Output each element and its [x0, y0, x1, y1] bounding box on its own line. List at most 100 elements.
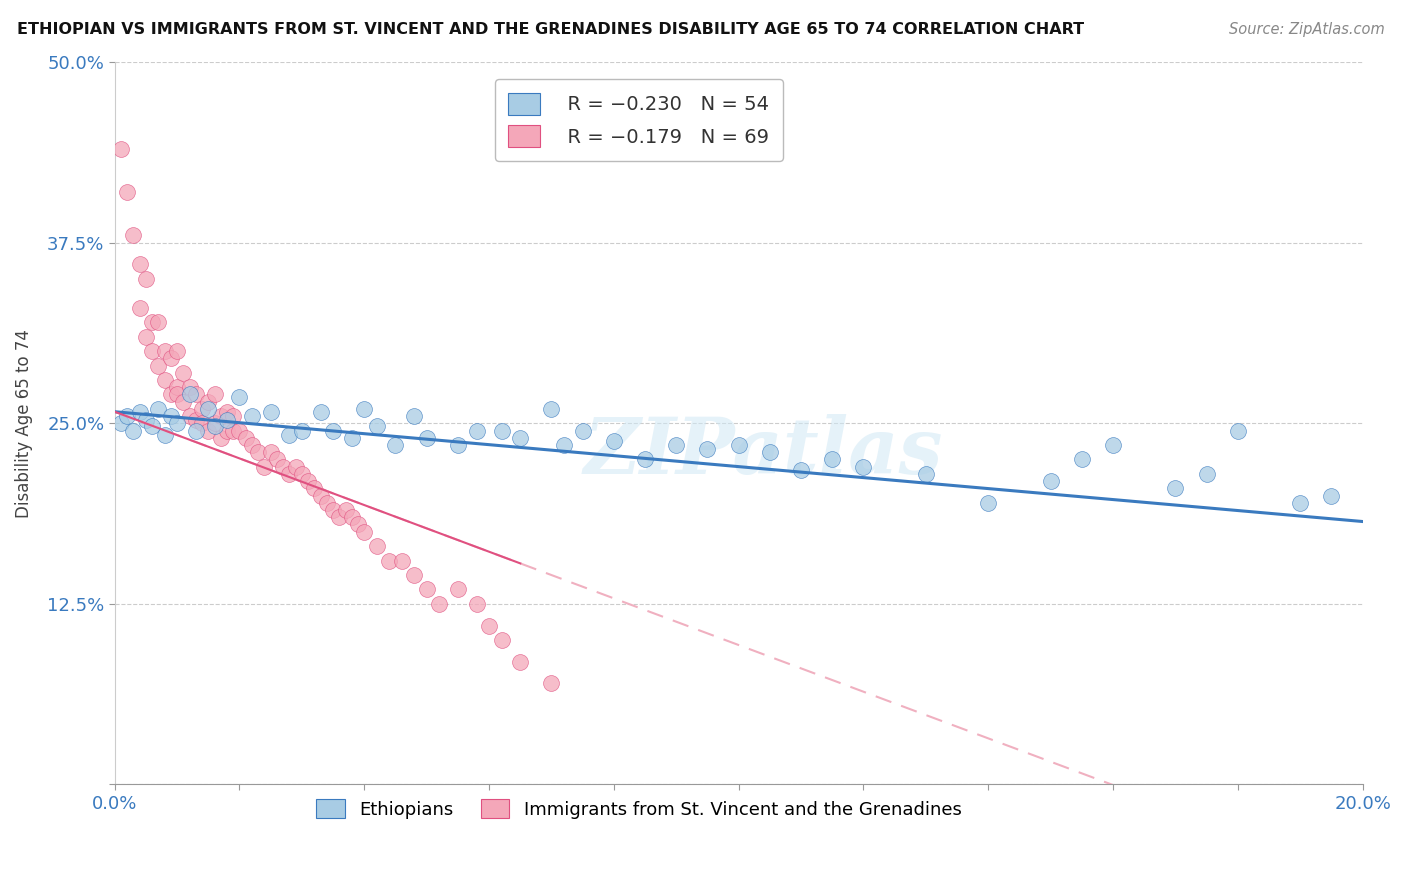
Point — [260, 405, 283, 419]
Point — [1195, 467, 1218, 481]
Point — [278, 467, 301, 481]
Point — [509, 431, 531, 445]
Point — [340, 431, 363, 445]
Point — [184, 413, 207, 427]
Point — [110, 417, 132, 431]
Point — [179, 409, 201, 423]
Point — [122, 424, 145, 438]
Point — [197, 394, 219, 409]
Point — [141, 315, 163, 329]
Point — [235, 431, 257, 445]
Point — [297, 474, 319, 488]
Point — [260, 445, 283, 459]
Point — [415, 431, 437, 445]
Point — [197, 401, 219, 416]
Point — [148, 315, 170, 329]
Point — [391, 553, 413, 567]
Point — [322, 424, 344, 438]
Point — [222, 409, 245, 423]
Point — [1039, 474, 1062, 488]
Point — [204, 419, 226, 434]
Point — [110, 142, 132, 156]
Point — [821, 452, 844, 467]
Point — [141, 419, 163, 434]
Point — [172, 366, 194, 380]
Point — [315, 496, 337, 510]
Point — [634, 452, 657, 467]
Point — [491, 424, 513, 438]
Point — [696, 442, 718, 457]
Point — [184, 387, 207, 401]
Point — [1226, 424, 1249, 438]
Point — [179, 380, 201, 394]
Point — [404, 568, 426, 582]
Point — [166, 417, 188, 431]
Point — [1164, 481, 1187, 495]
Point — [284, 459, 307, 474]
Text: ETHIOPIAN VS IMMIGRANTS FROM ST. VINCENT AND THE GRENADINES DISABILITY AGE 65 TO: ETHIOPIAN VS IMMIGRANTS FROM ST. VINCENT… — [17, 22, 1084, 37]
Point — [509, 655, 531, 669]
Point — [153, 427, 176, 442]
Point — [291, 424, 314, 438]
Point — [553, 438, 575, 452]
Point — [197, 424, 219, 438]
Point — [240, 409, 263, 423]
Point — [347, 517, 370, 532]
Point — [253, 459, 276, 474]
Point — [135, 329, 157, 343]
Point — [115, 409, 138, 423]
Point — [340, 510, 363, 524]
Point — [427, 597, 450, 611]
Point — [447, 582, 470, 597]
Point — [247, 445, 270, 459]
Point — [122, 228, 145, 243]
Point — [790, 462, 813, 476]
Point — [914, 467, 936, 481]
Text: Source: ZipAtlas.com: Source: ZipAtlas.com — [1229, 22, 1385, 37]
Point — [1102, 438, 1125, 452]
Point — [209, 409, 232, 423]
Point — [353, 401, 375, 416]
Point — [1320, 489, 1343, 503]
Point — [491, 632, 513, 647]
Point — [204, 387, 226, 401]
Point — [328, 510, 350, 524]
Point — [160, 409, 183, 423]
Point — [304, 481, 326, 495]
Point — [209, 431, 232, 445]
Point — [128, 257, 150, 271]
Point — [148, 359, 170, 373]
Point — [571, 424, 593, 438]
Point — [191, 401, 214, 416]
Point — [215, 405, 238, 419]
Point — [166, 380, 188, 394]
Point — [266, 452, 288, 467]
Point — [166, 344, 188, 359]
Point — [309, 489, 332, 503]
Point — [128, 301, 150, 315]
Point — [447, 438, 470, 452]
Point — [366, 539, 388, 553]
Point — [228, 390, 250, 404]
Point — [215, 413, 238, 427]
Point — [278, 427, 301, 442]
Point — [215, 424, 238, 438]
Point — [727, 438, 749, 452]
Point — [603, 434, 626, 448]
Point — [366, 419, 388, 434]
Point — [172, 394, 194, 409]
Point — [135, 272, 157, 286]
Point — [184, 424, 207, 438]
Point — [240, 438, 263, 452]
Point — [353, 524, 375, 539]
Point — [322, 503, 344, 517]
Point — [384, 438, 406, 452]
Point — [228, 424, 250, 438]
Point — [540, 401, 562, 416]
Point — [478, 618, 501, 632]
Point — [222, 424, 245, 438]
Point — [465, 424, 488, 438]
Point — [404, 409, 426, 423]
Point — [115, 185, 138, 199]
Point — [148, 401, 170, 416]
